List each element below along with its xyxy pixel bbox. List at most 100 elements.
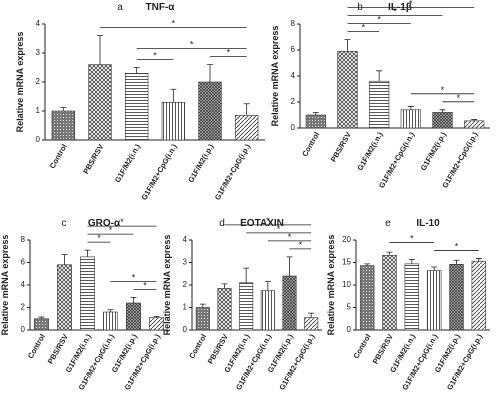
bar — [51, 110, 76, 141]
y-tick-label: 4 — [183, 235, 188, 244]
significance-label: * — [362, 23, 366, 33]
x-tick-label: Control — [351, 332, 372, 360]
error-bar — [471, 119, 478, 121]
bar — [382, 255, 397, 331]
significance-label: * — [457, 93, 461, 103]
x-tick-label: Control — [48, 142, 69, 170]
error-bar — [308, 312, 315, 318]
y-tick-label: 0 — [183, 325, 188, 334]
significance-label: * — [153, 51, 157, 61]
significance-label: * — [97, 233, 101, 243]
x-tick-label: Control — [300, 130, 321, 158]
bar — [88, 64, 112, 141]
significance-label: * — [377, 15, 381, 25]
bar — [304, 317, 319, 331]
bar — [337, 50, 358, 129]
error-bar — [38, 316, 45, 319]
y-tick-label: 0 — [36, 135, 41, 144]
y-tick-label: 4 — [21, 280, 26, 289]
bar — [198, 81, 222, 141]
significance-label: * — [227, 48, 231, 58]
bar — [239, 282, 254, 331]
y-tick-label: 6 — [21, 258, 26, 267]
error-bar — [130, 296, 137, 303]
bar — [400, 109, 421, 129]
significance-label: * — [409, 0, 413, 9]
bar — [126, 302, 141, 331]
error-bar — [97, 35, 103, 65]
bar — [426, 270, 442, 331]
y-tick-label: 10 — [342, 280, 351, 289]
panel-label: a — [117, 2, 123, 13]
y-tick-label: 6 — [291, 45, 296, 54]
significance-label: * — [288, 232, 292, 242]
y-tick-label: 1 — [183, 303, 188, 312]
error-bar — [84, 249, 91, 257]
error-bar — [61, 254, 68, 265]
bar — [305, 114, 326, 129]
x-tick-label: G1F/M2+CpG(i.p.) — [440, 130, 480, 190]
x-tick-label: PBS/RSV — [206, 332, 230, 365]
y-tick-label: 8 — [291, 19, 296, 28]
bar — [80, 256, 95, 331]
x-tick-label: Control — [187, 332, 208, 360]
y-tick-label: 2 — [183, 280, 188, 289]
significance-label: * — [410, 233, 414, 243]
error-bar — [170, 88, 177, 103]
bar — [260, 290, 275, 331]
y-tick-label: 0 — [291, 123, 296, 132]
significance-label: * — [120, 217, 124, 227]
bar — [125, 73, 149, 141]
y-tick-label: 4 — [36, 19, 41, 28]
panel-title: IL-10 — [416, 218, 440, 229]
significance-label: * — [277, 224, 281, 234]
bar — [369, 80, 390, 129]
error-bar — [107, 309, 114, 312]
bar — [217, 288, 232, 331]
error-bar — [475, 258, 482, 262]
error-bar — [264, 281, 271, 291]
error-bar — [344, 39, 351, 52]
bar — [161, 102, 185, 141]
error-bar — [133, 67, 140, 74]
x-tick-label: G1F/M2+CpG(i.n.) — [377, 130, 417, 190]
panel-label: c — [62, 218, 67, 229]
significance-label: * — [132, 272, 136, 282]
y-axis-label: Relative mRNA express — [162, 235, 172, 336]
y-tick-label: 20 — [342, 235, 351, 244]
x-tick-label: G1F/M2(i.p.) — [186, 142, 216, 184]
x-tick-label: G1F/M2(i.n.) — [113, 142, 143, 184]
y-axis-label: Relative mRNA express — [326, 235, 336, 336]
panel-label: d — [219, 218, 225, 229]
bar — [404, 263, 420, 331]
x-tick-label: G1F/M2(i.n.) — [355, 130, 385, 172]
x-tick-label: PBS/RSV — [46, 332, 70, 365]
error-bar — [60, 107, 67, 111]
error-bar — [408, 258, 415, 264]
panel-title: EOTAXIN — [240, 218, 284, 229]
significance-label: * — [109, 225, 113, 235]
y-tick-label: 0 — [21, 325, 26, 334]
x-tick-label: PBS/RSV — [81, 142, 105, 175]
significance-label: * — [299, 240, 303, 250]
bar — [103, 311, 118, 331]
error-bar — [243, 103, 250, 116]
significance-label: * — [190, 40, 194, 50]
y-tick-label: 2 — [291, 97, 296, 106]
error-bar — [199, 303, 206, 308]
y-tick-label: 2 — [21, 303, 26, 312]
y-tick-label: 0 — [347, 325, 352, 334]
bar — [449, 263, 464, 331]
bar — [471, 260, 487, 331]
error-bar — [243, 267, 250, 283]
significance-label: * — [393, 7, 397, 17]
error-bar — [153, 316, 160, 318]
panel-title: GRO-α — [88, 218, 121, 229]
y-axis-label: Relative mRNA express — [0, 235, 10, 336]
bar — [57, 264, 72, 331]
error-bar — [431, 266, 438, 271]
significance-label: * — [143, 280, 147, 290]
x-tick-label: G1F/M2(i.p.) — [419, 130, 449, 172]
y-axis-label: Relative mRNA express — [270, 26, 280, 127]
